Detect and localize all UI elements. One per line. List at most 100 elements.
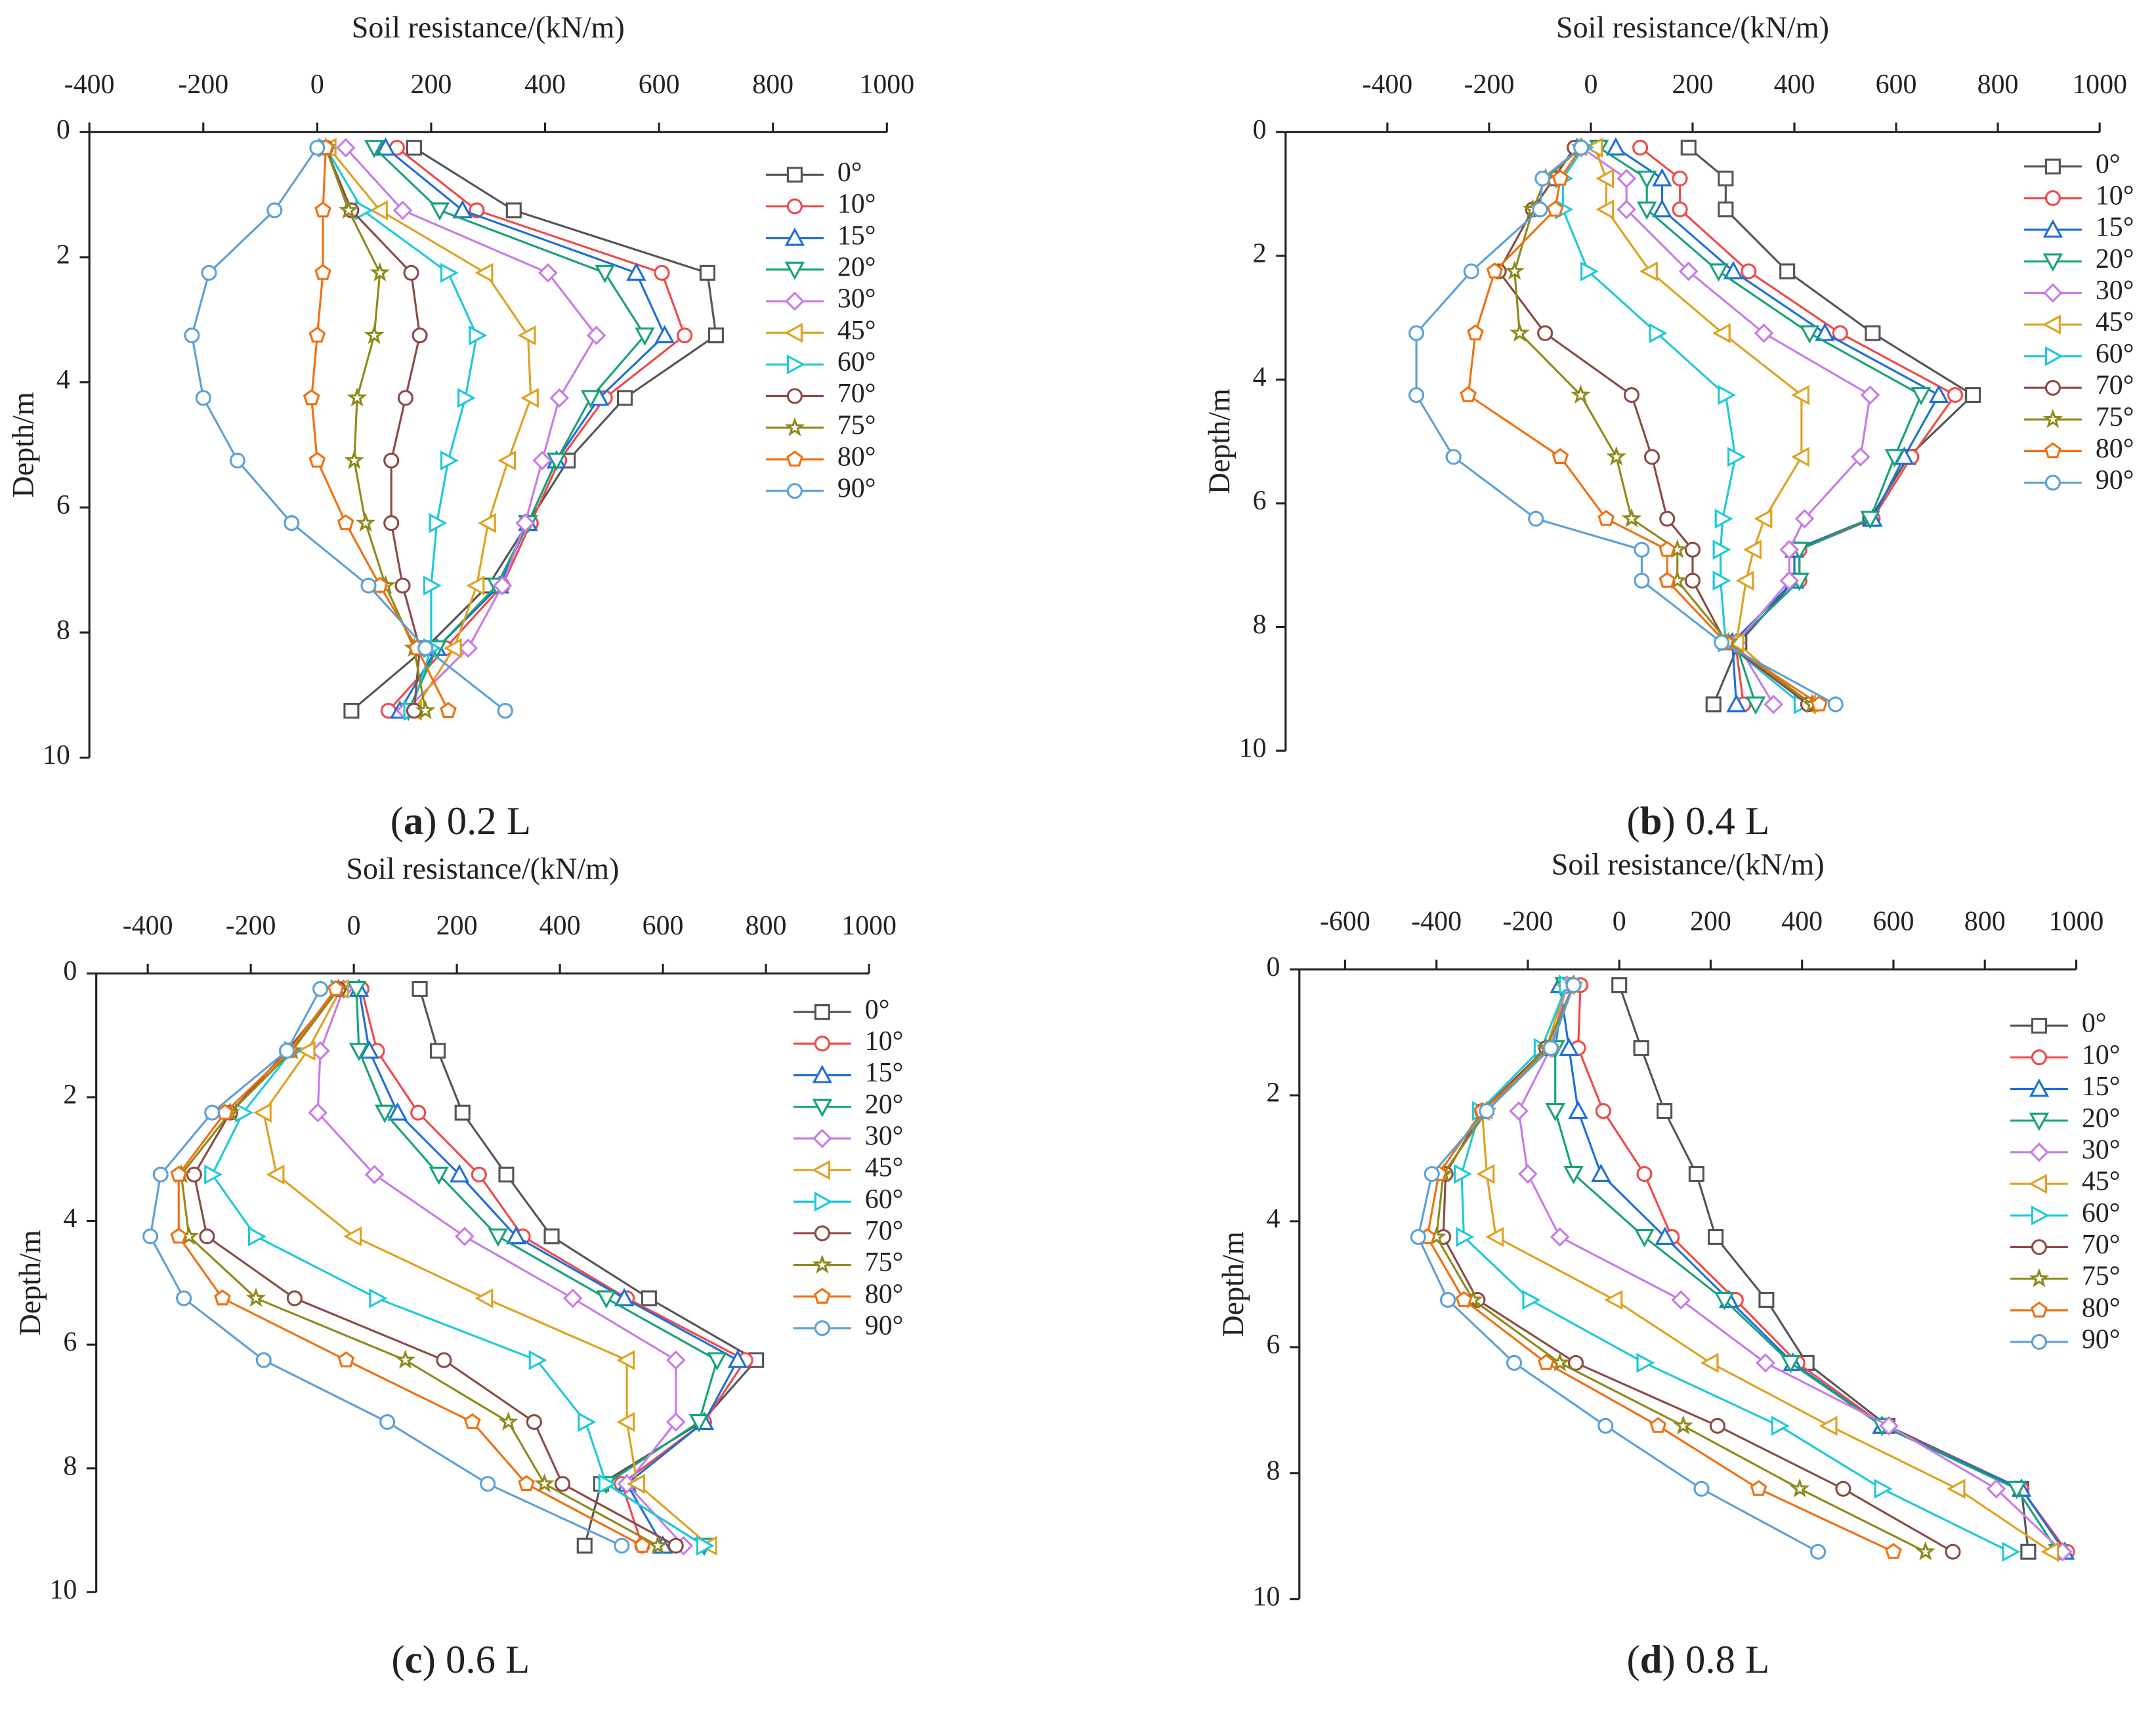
marker <box>654 264 670 281</box>
marker <box>1671 1290 1691 1310</box>
series-line <box>1426 984 1894 1553</box>
marker <box>1712 323 1731 343</box>
caption: (b) 0.4 L <box>1627 799 1770 843</box>
marker <box>2002 1541 2021 1562</box>
marker <box>1688 1165 1704 1182</box>
marker <box>1879 1416 1899 1436</box>
x-tick-label: 200 <box>1690 907 1731 937</box>
marker <box>517 325 536 346</box>
legend-marker <box>786 388 803 404</box>
marker <box>412 981 428 997</box>
y-tick-label: 6 <box>56 490 70 520</box>
marker <box>429 513 448 534</box>
marker <box>1791 447 1809 467</box>
legend-label: 10° <box>2082 1040 2121 1070</box>
marker <box>1643 449 1660 465</box>
series-line <box>1615 146 1941 705</box>
marker <box>1604 1289 1623 1310</box>
marker <box>1709 1417 1725 1434</box>
marker <box>1634 541 1650 558</box>
series-line <box>1497 147 1809 705</box>
series-line <box>1513 146 1813 705</box>
marker <box>616 1412 635 1433</box>
caption-part: ( <box>1627 1638 1640 1682</box>
legend-marker <box>2029 1173 2047 1194</box>
marker <box>452 199 473 219</box>
marker <box>1800 325 1820 344</box>
marker <box>1485 1226 1504 1247</box>
legend-marker <box>2044 442 2061 459</box>
marker <box>1832 325 1848 341</box>
legend-label: 45° <box>2082 1167 2121 1197</box>
marker <box>1509 1101 1529 1121</box>
caption-part: ) 0.2 L <box>423 799 531 843</box>
x-tick-label: 600 <box>643 911 684 941</box>
marker <box>1550 1227 1570 1247</box>
marker <box>1634 1228 1655 1247</box>
marker <box>2040 1541 2060 1562</box>
marker <box>1860 511 1880 530</box>
x-tick-label: 600 <box>639 70 680 100</box>
marker <box>279 1043 295 1059</box>
caption: (c) 0.6 L <box>391 1638 530 1682</box>
marker <box>1467 324 1484 341</box>
marker <box>647 1535 668 1555</box>
marker <box>1545 1103 1565 1121</box>
legend-marker <box>812 1254 833 1274</box>
y-axis-label: Depth/m <box>1202 388 1236 494</box>
legend-marker <box>786 167 803 183</box>
marker <box>406 140 422 156</box>
y-tick-label: 2 <box>1267 1078 1280 1108</box>
marker <box>1408 325 1425 341</box>
legend-label: 20° <box>2096 244 2134 274</box>
marker <box>1410 1228 1426 1245</box>
caption-part: ( <box>1627 799 1640 843</box>
marker <box>532 450 552 471</box>
x-tick-label: -400 <box>1362 70 1412 100</box>
marker <box>1595 1103 1611 1120</box>
marker <box>245 1287 266 1307</box>
legend-label: 80° <box>837 442 876 472</box>
x-tick-label: 200 <box>1672 70 1714 100</box>
marker <box>2020 1543 2037 1560</box>
caption-part: d <box>1640 1638 1662 1682</box>
legend-marker <box>2029 1268 2050 1287</box>
series-line <box>263 988 710 1547</box>
series-line <box>1460 984 2011 1553</box>
marker <box>1850 447 1871 467</box>
marker <box>1649 323 1668 343</box>
marker <box>1463 263 1479 280</box>
x-tick-label: 400 <box>1774 70 1815 100</box>
caption-part: ) 0.8 L <box>1662 1638 1770 1682</box>
y-axis-label: Depth/m <box>1216 1231 1250 1337</box>
series-line <box>373 147 646 711</box>
marker <box>1779 539 1800 560</box>
marker <box>1537 325 1554 341</box>
marker <box>1504 261 1525 280</box>
legend-marker <box>786 450 803 467</box>
marker <box>1714 635 1730 651</box>
legend-marker <box>814 1036 830 1052</box>
legend-marker <box>812 1064 833 1083</box>
marker <box>1559 1037 1579 1057</box>
marker <box>1708 263 1729 282</box>
marker <box>616 1350 635 1370</box>
legend-marker <box>2042 219 2063 238</box>
x-tick-label: 400 <box>1781 907 1823 937</box>
series-line <box>149 988 622 1547</box>
marker <box>1745 696 1766 715</box>
marker <box>1597 1417 1614 1434</box>
marker <box>1714 1291 1735 1310</box>
marker <box>1606 446 1627 466</box>
legend-marker <box>2042 314 2061 335</box>
series-line <box>310 148 450 711</box>
caption-part: ( <box>391 1638 404 1682</box>
marker <box>1659 572 1676 588</box>
legend-label: 0° <box>865 995 890 1025</box>
series-line <box>345 147 598 712</box>
legend-label: 10° <box>837 189 876 219</box>
x-axis-label: Soil resistance/(kN/m) <box>1552 848 1825 881</box>
marker <box>1408 387 1425 404</box>
legend-label: 15° <box>837 220 876 251</box>
marker <box>309 140 326 156</box>
